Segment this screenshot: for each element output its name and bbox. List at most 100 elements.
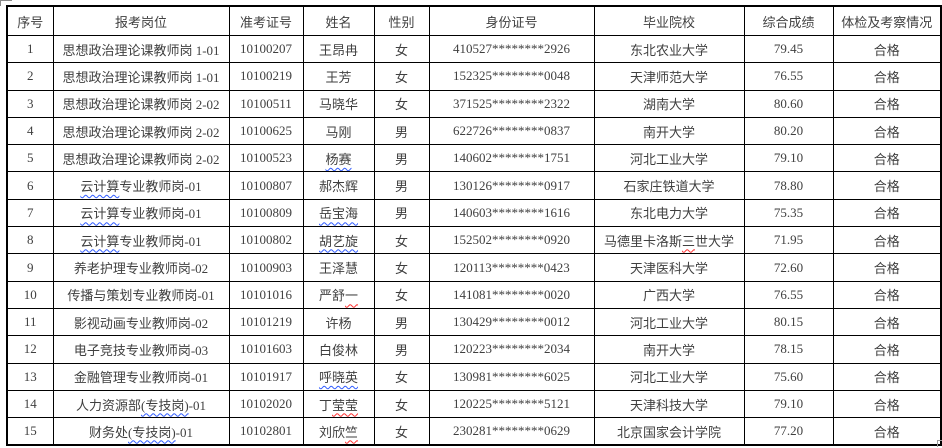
- table-row: 1 思想政治理论课教师岗 1-01 10100207 王昂冉女 410527******…: [6, 34, 942, 64]
- cell-status: 合格: [832, 171, 942, 200]
- cell-seq: 2: [6, 62, 54, 91]
- cell-school: 河北工业大学: [593, 144, 745, 173]
- text-segment: 天津医科大学: [629, 261, 708, 277]
- cell-ticket: 10100809: [228, 198, 304, 228]
- cell-seq: 8: [6, 226, 54, 255]
- text-segment: 王昂冉: [318, 42, 358, 58]
- text-segment: 天津师范大学: [629, 69, 708, 85]
- text-segment: 湖南大学: [642, 97, 695, 113]
- table-row: 3 思想政治理论课教师岗 2-02 10100511 马晓华女 371525******…: [6, 89, 942, 118]
- text-segment: 南开大学: [642, 342, 695, 358]
- text-segment: 河北工业大学: [629, 370, 708, 386]
- cell-position: 电子竞技专业教师岗-03: [52, 335, 230, 364]
- cell-ticket: 10100903: [228, 253, 304, 282]
- table-move-handle: [0, 0, 12, 6]
- cell-school: 天津科技大学: [593, 389, 745, 419]
- cell-gender: 女: [373, 89, 430, 118]
- cell-score: 75.60: [743, 362, 834, 391]
- cell-id-number: 371525********2322: [428, 89, 595, 118]
- cell-status: 合格: [832, 417, 942, 446]
- text-segment: 河北工业大学: [629, 315, 708, 331]
- cell-name: 胡艺旋: [302, 226, 375, 255]
- spellcheck-blue-segment: 呼晓英: [318, 370, 358, 386]
- cell-name: 呼晓英: [302, 362, 375, 391]
- cell-ticket: 10100219: [228, 62, 304, 91]
- table-row: 7 云计算专业教师岗-01 10100809 岳宝海男 140603********16…: [6, 198, 942, 228]
- column-header-position: 报考岗位: [52, 5, 230, 36]
- cell-id-number: 152502********0920: [428, 226, 595, 255]
- cell-position: 云计算专业教师岗-01: [52, 198, 230, 228]
- cell-status: 合格: [832, 116, 942, 146]
- cell-school: 东北农业大学: [593, 34, 745, 64]
- cell-status: 合格: [832, 389, 942, 419]
- spellcheck-blue-segment: 岳宝海: [318, 206, 358, 222]
- cell-score: 80.20: [743, 116, 834, 146]
- cell-score: 72.60: [743, 253, 834, 282]
- cell-position: 影视动画专业教师岗-02: [52, 307, 230, 337]
- cell-ticket: 10101219: [228, 307, 304, 337]
- spellcheck-blue-segment: 云计算: [80, 206, 120, 222]
- text-segment: 思想政治理论课教师岗 1-01: [62, 42, 220, 58]
- cell-gender: 女: [373, 253, 430, 282]
- text-segment: 马德里卡洛斯: [603, 233, 682, 249]
- cell-id-number: 140603********1616: [428, 198, 595, 228]
- text-segment: 石家庄铁道大学: [623, 179, 715, 195]
- text-segment: 电子竞技专业教师岗-03: [73, 342, 209, 358]
- cell-seq: 5: [6, 144, 54, 173]
- table-row: 9 养老护理专业教师岗-02 10100903 王泽慧女 120113********0…: [6, 253, 942, 282]
- cell-id-number: 130126********0917: [428, 171, 595, 200]
- table-row: 6 云计算专业教师岗-01 10100807 郝杰辉男 130126********09…: [6, 171, 942, 200]
- cell-position: 思想政治理论课教师岗 1-01: [52, 62, 230, 91]
- column-header-status: 体检及考察情况: [832, 5, 942, 36]
- cell-status: 合格: [832, 34, 942, 64]
- cell-seq: 14: [6, 389, 54, 419]
- cell-score: 75.35: [743, 198, 834, 228]
- cell-seq: 12: [6, 335, 54, 364]
- cell-name: 马刚: [302, 116, 375, 146]
- text-segment: 许杨: [325, 315, 352, 331]
- text-segment: 严舒: [318, 288, 345, 304]
- cell-seq: 6: [6, 171, 54, 200]
- cell-status: 合格: [832, 198, 942, 228]
- text-segment: -01: [175, 424, 194, 440]
- column-header-id-number: 身份证号: [428, 5, 595, 36]
- column-header-score: 综合成绩: [743, 5, 834, 36]
- table-row: 4 思想政治理论课教师岗 2-02 10100625 马刚 男 622726*******…: [6, 116, 942, 146]
- column-header-name: 姓名: [302, 5, 375, 36]
- cell-school: 南开大学: [593, 116, 745, 146]
- cell-id-number: 140602********1751: [428, 144, 595, 173]
- cell-position: 思想政治理论课教师岗 2-02: [52, 116, 230, 146]
- text-segment: 财务处: [88, 424, 128, 440]
- cell-name: 严舒一: [302, 280, 375, 309]
- table-row: 10 传播与策划专业教师岗-01 10101016 严舒一女 141081*******…: [6, 280, 942, 309]
- cell-name: 刘欣竺: [302, 417, 375, 446]
- cell-position: 金融管理专业教师岗-01: [52, 362, 230, 391]
- cell-name: 王泽慧: [302, 253, 375, 282]
- cell-id-number: 130429********0012: [428, 307, 595, 337]
- text-segment: 广西大学: [642, 288, 695, 304]
- spellcheck-blue-segment: 云计算: [80, 179, 120, 195]
- cell-gender: 女: [373, 417, 430, 446]
- text-segment: 白俊林: [318, 342, 358, 358]
- cell-ticket: 10101603: [228, 335, 304, 364]
- cell-gender: 女: [373, 34, 430, 64]
- column-header-gender: 性别: [373, 5, 430, 36]
- cell-ticket: 10100625: [228, 116, 304, 146]
- text-segment: 河北工业大学: [629, 151, 708, 167]
- cell-seq: 10: [6, 280, 54, 309]
- text-segment: 郝杰辉: [318, 179, 358, 195]
- table-body: 1 思想政治理论课教师岗 1-01 10100207 王昂冉女 410527******…: [6, 34, 942, 446]
- text-segment: 思想政治理论课教师岗 1-01: [62, 69, 220, 85]
- cell-id-number: 410527********2926: [428, 34, 595, 64]
- cell-status: 合格: [832, 253, 942, 282]
- cell-seq: 7: [6, 198, 54, 228]
- cell-position: 思想政治理论课教师岗 1-01: [52, 34, 230, 64]
- table-row: 11 影视动画专业教师岗-02 10101219 许杨 男 130429********0…: [6, 307, 942, 337]
- text-segment: 影视动画专业教师岗-02: [73, 315, 209, 331]
- spellcheck-red-segment: 三: [681, 233, 695, 249]
- cell-gender: 男: [373, 335, 430, 364]
- cell-status: 合格: [832, 280, 942, 309]
- text-segment: 东北电力大学: [629, 206, 708, 222]
- cell-ticket: 10101917: [228, 362, 304, 391]
- cell-ticket: 10102801: [228, 417, 304, 446]
